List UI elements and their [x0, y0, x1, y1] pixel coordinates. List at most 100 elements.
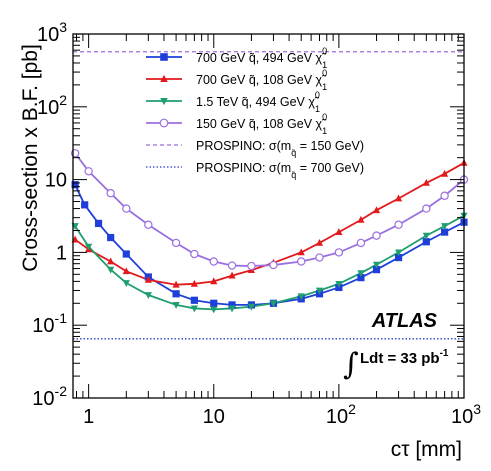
series-3-point — [372, 231, 381, 240]
luminosity-main: Ldt = 33 pb — [360, 350, 440, 367]
series-0-point — [190, 296, 198, 304]
series-3-point — [227, 261, 237, 270]
series-2-point — [122, 280, 130, 287]
legend-label-2: 1.5 TeV q̃, 494 GeV χ̃0 1 — [196, 90, 320, 114]
series-3-point — [356, 238, 366, 248]
series-2-point — [210, 306, 218, 314]
series-2-point — [335, 280, 343, 288]
series-2-point — [172, 302, 180, 309]
x-axis-title: cτ [mm] — [391, 438, 462, 461]
series-2-point — [422, 232, 430, 240]
x-tick-label: 1 — [83, 406, 94, 428]
series-1-point — [172, 280, 180, 288]
series-3-point — [440, 191, 449, 200]
series-1-point — [122, 267, 130, 275]
series-3-point — [190, 249, 199, 259]
legend-label-0: 700 GeV q̃, 494 GeV χ̃0 1 — [196, 46, 327, 70]
luminosity-label: Ldt = 33 pb-1 — [360, 348, 449, 367]
y-axis-title: Cross-section x B.F. [pb] — [19, 44, 42, 272]
series-2-point — [107, 266, 115, 274]
tick-labels: 1 10 102 103 10-2 10-1 1 10 102 103 — [32, 19, 481, 428]
integral-sign: ∫ — [343, 347, 359, 382]
legend-marker-1 — [160, 74, 168, 83]
series-1-point — [107, 257, 115, 265]
series-1-point — [372, 206, 381, 214]
x-tick-label: 10 — [203, 406, 225, 428]
series-0-point — [122, 250, 130, 258]
series-0-point — [210, 299, 218, 307]
x-tick-label: 102 — [326, 401, 356, 428]
series-1-point — [357, 215, 365, 223]
series-0-point — [228, 301, 236, 309]
legend-label-3: 150 GeV q̃, 108 GeV χ̃0 1 — [196, 112, 327, 136]
series-3-point — [422, 204, 431, 213]
series-1-point — [441, 169, 449, 177]
series-1-point — [394, 194, 403, 202]
luminosity-exponent: -1 — [440, 348, 449, 359]
series-2-point — [394, 249, 403, 257]
series-2-point — [357, 270, 365, 278]
series-1-point — [422, 178, 430, 186]
series-1-point — [315, 238, 324, 246]
legend-marker-0 — [160, 53, 168, 61]
series-2-point — [247, 303, 256, 311]
series-0-point — [372, 266, 381, 274]
y-tick-label: 10-2 — [32, 383, 67, 410]
series-3-point — [297, 257, 306, 266]
series-0-point — [94, 219, 103, 228]
series-2-point — [144, 292, 152, 299]
y-tick-label: 102 — [37, 92, 67, 119]
series-3-point — [334, 248, 344, 257]
legend-label-4: PROSPINO: σ(mq̃ = 150 GeV) — [196, 139, 364, 158]
series-0-point — [172, 290, 180, 298]
series-0-point — [107, 233, 115, 242]
legend-marker-3 — [159, 118, 169, 128]
series-line-2 — [74, 214, 465, 311]
y-tick-label: 103 — [37, 19, 67, 46]
series-3-point — [269, 260, 278, 270]
plot-frame — [72, 33, 465, 399]
series-1-point — [210, 277, 218, 285]
series-1-point — [335, 228, 343, 235]
series-3-point — [247, 261, 256, 271]
legend-label-1: 700 GeV q̃, 108 GeV χ̃0 1 — [196, 68, 327, 92]
series-3-point — [209, 257, 218, 266]
series-2-point — [315, 287, 324, 295]
series-1-point — [297, 248, 305, 256]
series-3-point — [315, 253, 324, 262]
series-3-point — [122, 204, 131, 213]
y-tick-label: 10-1 — [32, 310, 67, 337]
series-3-point — [144, 220, 153, 229]
x-tick-label: 103 — [451, 401, 481, 428]
series-2-point — [190, 305, 198, 313]
series-1-point — [228, 271, 236, 279]
series-2-point — [228, 305, 236, 313]
legend-marker-2 — [160, 97, 168, 106]
series-0-point — [71, 181, 79, 189]
series-2-point — [269, 300, 278, 308]
series-2-point — [372, 261, 381, 269]
y-tick-label: 1 — [56, 242, 67, 264]
y-tick-label: 10 — [45, 170, 67, 192]
series-3-point — [394, 220, 403, 229]
axes-frame — [72, 33, 465, 399]
series-3-point — [171, 238, 181, 248]
reference-lines — [73, 51, 464, 340]
series-3-point — [106, 189, 115, 198]
series-2-point — [441, 223, 449, 231]
series-3-point — [84, 167, 93, 176]
series-1-point — [144, 275, 152, 283]
series-0-point — [441, 228, 449, 236]
atlas-label: ATLAS — [371, 310, 438, 332]
series-0-point — [81, 201, 89, 209]
legend-label-5: PROSPINO: σ(mq̃ = 700 GeV) — [196, 161, 364, 180]
series-2-point — [85, 243, 93, 251]
series-0-point — [422, 238, 430, 246]
series-0-point — [357, 274, 365, 282]
series-line-1 — [74, 162, 465, 286]
series-lines — [74, 152, 465, 311]
series-1-point — [190, 279, 198, 287]
series-2-point — [297, 293, 305, 301]
